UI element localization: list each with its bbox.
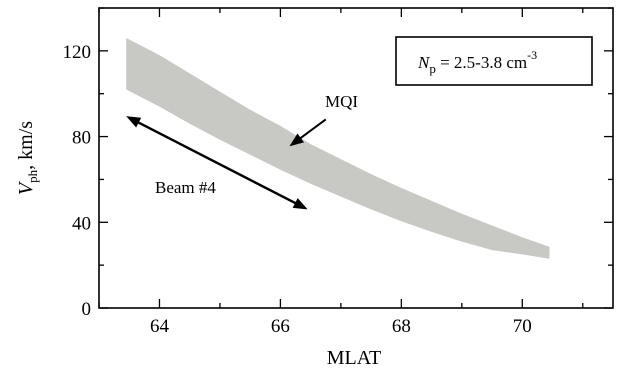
legend-box: Np = 2.5-3.8 cm-3 (395, 36, 593, 86)
legend-superscript: -3 (527, 48, 537, 62)
y-tick-label: 80 (72, 128, 91, 149)
y-axis-rest: , km/s (15, 121, 37, 170)
ticks (98, 7, 613, 309)
annotation-beam-label: Beam #4 (155, 178, 216, 197)
y-axis-subscript: ph (25, 169, 40, 183)
x-tick-label: 68 (392, 316, 411, 337)
y-tick-label: 0 (82, 299, 92, 320)
plot-frame-rect (98, 7, 614, 309)
y-axis-title: Vph, km/s (15, 121, 40, 195)
y-axis-symbol: V (15, 180, 37, 195)
x-axis-title: MLAT (327, 347, 381, 369)
legend-symbol: N (417, 53, 431, 72)
x-tick-label: 66 (271, 316, 290, 337)
plot-frame (98, 7, 614, 309)
y-tick-label: 40 (72, 213, 91, 234)
legend-subscript: p (429, 61, 436, 76)
beam-arrow-line (134, 119, 300, 206)
mqi-arrowhead (289, 133, 305, 147)
legend-text: Np = 2.5-3.8 cm-3 (417, 48, 537, 76)
legend-value: = 2.5-3.8 cm (436, 53, 527, 72)
annotations: MQI Beam #4 (126, 92, 358, 210)
annotation-mqi-label: MQI (325, 92, 358, 111)
tick-labels: 64 66 68 70 0 40 80 120 (63, 42, 532, 337)
beam-arrowhead-end (292, 198, 308, 210)
legend-border (395, 36, 593, 86)
y-tick-label: 120 (63, 42, 92, 63)
band-layer (126, 38, 550, 259)
beam-arrowhead-start (126, 116, 142, 128)
mqi-arrow-line (296, 118, 327, 142)
x-tick-label: 70 (513, 316, 532, 337)
mqi-band (126, 38, 550, 259)
x-tick-label: 64 (150, 316, 170, 337)
